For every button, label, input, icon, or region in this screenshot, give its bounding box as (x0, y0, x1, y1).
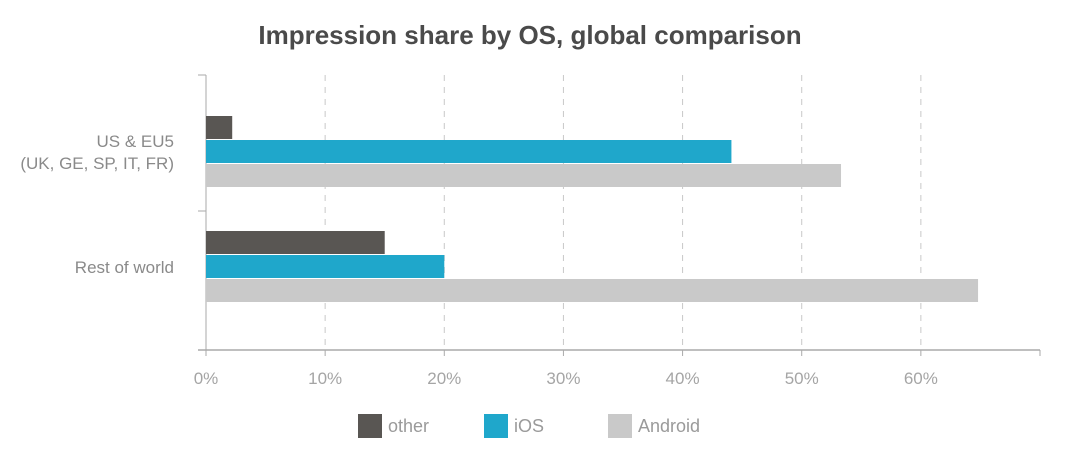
x-tick-label: 50% (785, 369, 819, 388)
legend-item-other: other (358, 414, 429, 438)
legend-item-ios: iOS (484, 414, 544, 438)
chart-title: Impression share by OS, global compariso… (258, 20, 802, 50)
x-tick-label: 30% (546, 369, 580, 388)
legend-item-android: Android (608, 414, 700, 438)
legend-label: iOS (514, 415, 545, 436)
legend-swatch (608, 414, 632, 438)
legend-label: Android (638, 415, 701, 436)
x-tick-label: 0% (194, 369, 219, 388)
legend-label: other (388, 415, 430, 436)
bar-android-0 (206, 164, 842, 187)
bar-ios-0 (206, 140, 732, 163)
legend-swatch (484, 414, 508, 438)
category-label: Rest of world (75, 258, 174, 277)
x-tick-label: 10% (308, 369, 342, 388)
category-label: US & EU5 (UK, GE, SP, IT, FR) (20, 132, 174, 173)
x-tick-label: 40% (666, 369, 700, 388)
bar-ios-1 (206, 255, 445, 278)
bar-android-1 (206, 279, 979, 302)
x-tick-label: 60% (904, 369, 938, 388)
bar-other-1 (206, 231, 385, 254)
x-tick-label: 20% (427, 369, 461, 388)
bar-other-0 (206, 116, 233, 139)
legend-swatch (358, 414, 382, 438)
